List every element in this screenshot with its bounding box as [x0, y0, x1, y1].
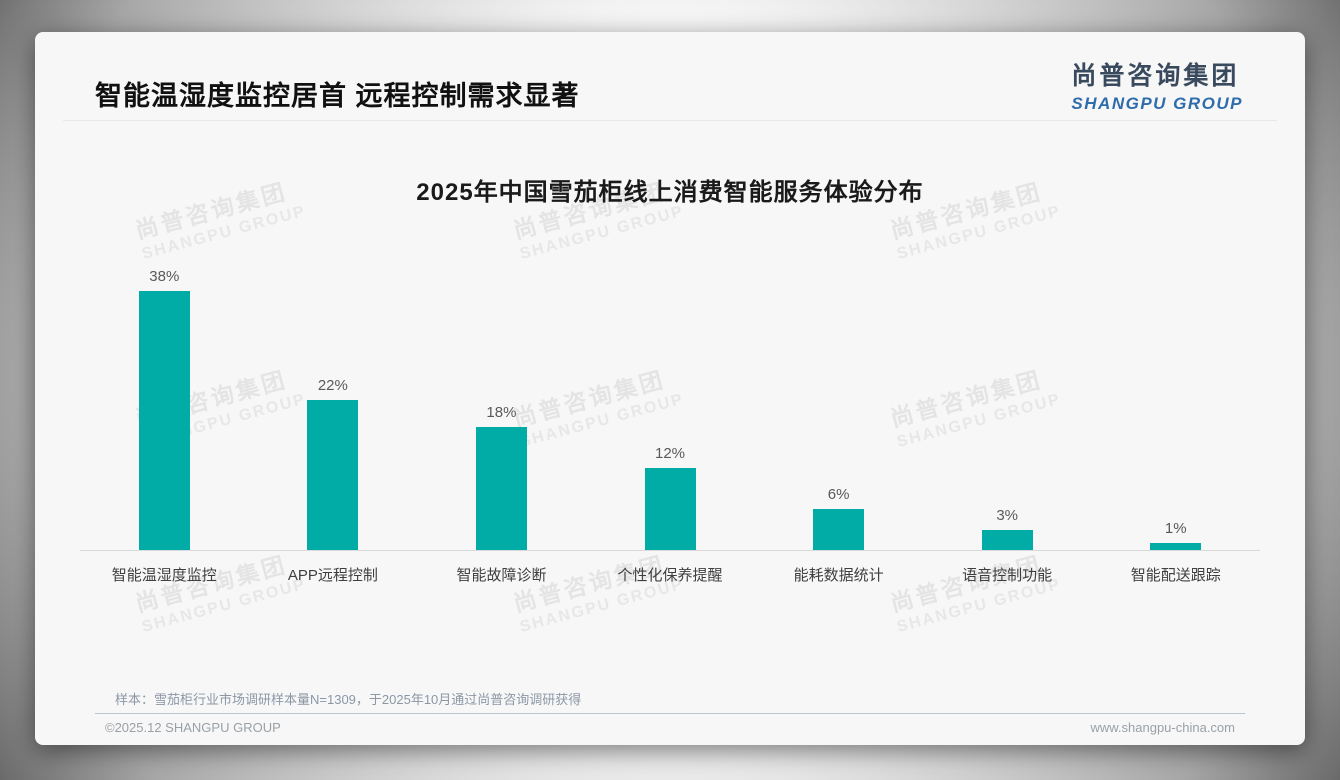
- x-axis-label: 智能故障诊断: [456, 567, 547, 584]
- bar-column: 22%: [249, 259, 418, 550]
- bar-value-label: 18%: [486, 404, 517, 421]
- bar-value-label: 6%: [827, 486, 850, 503]
- bar-value-label: 22%: [317, 377, 348, 394]
- logo-english-name: SHANGPU GROUP: [1071, 94, 1243, 113]
- company-logo: 尚普咨询集团 SHANGPU GROUP: [1071, 56, 1243, 114]
- chart-title: 2025年中国雪茄柜线上消费智能服务体验分布: [416, 179, 924, 206]
- bar-column: 3%: [923, 259, 1092, 550]
- bar: [1150, 543, 1202, 550]
- bar-column: 38%: [80, 259, 249, 550]
- bar: [307, 400, 359, 550]
- bar: [644, 468, 696, 550]
- bar-column: 12%: [586, 259, 755, 550]
- bar: [813, 509, 865, 550]
- title-divider: [63, 120, 1277, 121]
- bar: [475, 427, 527, 550]
- bar-chart: 38% 22% 18% 12% 6% 3%: [80, 259, 1260, 551]
- bar-column: 6%: [754, 259, 923, 550]
- bar-value-label: 1%: [1164, 520, 1187, 537]
- bar: [981, 530, 1033, 550]
- bar-column: 1%: [1091, 259, 1260, 550]
- slide-content: 智能温湿度监控居首 远程控制需求显著 尚普咨询集团 SHANGPU GROUP …: [35, 32, 1305, 745]
- footer-copyright: ©2025.12 SHANGPU GROUP: [105, 720, 281, 735]
- logo-chinese-name: 尚普咨询集团: [1071, 62, 1240, 90]
- slide-card: 尚普咨询集团 SHANGPU GROUP 尚普咨询集团 SHANGPU GROUP …: [35, 32, 1305, 745]
- footer-divider: [95, 713, 1245, 714]
- x-axis-label: 个性化保养提醒: [617, 567, 723, 584]
- bar-value-label: 3%: [996, 507, 1019, 524]
- bar-value-label: 12%: [655, 445, 686, 462]
- bar: [138, 291, 190, 550]
- sample-note: 样本：雪茄柜行业市场调研样本量N=1309，于2025年10月通过尚普咨询调研获…: [115, 692, 582, 707]
- x-axis-label: 语音控制功能: [962, 567, 1053, 584]
- x-axis-label: 智能温湿度监控: [111, 567, 217, 584]
- x-axis-label: APP远程控制: [287, 567, 378, 584]
- x-axis-label: 智能配送跟踪: [1130, 567, 1221, 584]
- x-axis-label: 能耗数据统计: [793, 567, 884, 584]
- bar-value-label: 38%: [149, 268, 180, 285]
- x-axis-labels: 智能温湿度监控 APP远程控制 智能故障诊断 个性化保养提醒 能耗数据统计 语音…: [80, 564, 1260, 585]
- page-title: 智能温湿度监控居首 远程控制需求显著: [95, 81, 580, 111]
- footer-website: www.shangpu-china.com: [1090, 720, 1235, 735]
- bar-column: 18%: [417, 259, 586, 550]
